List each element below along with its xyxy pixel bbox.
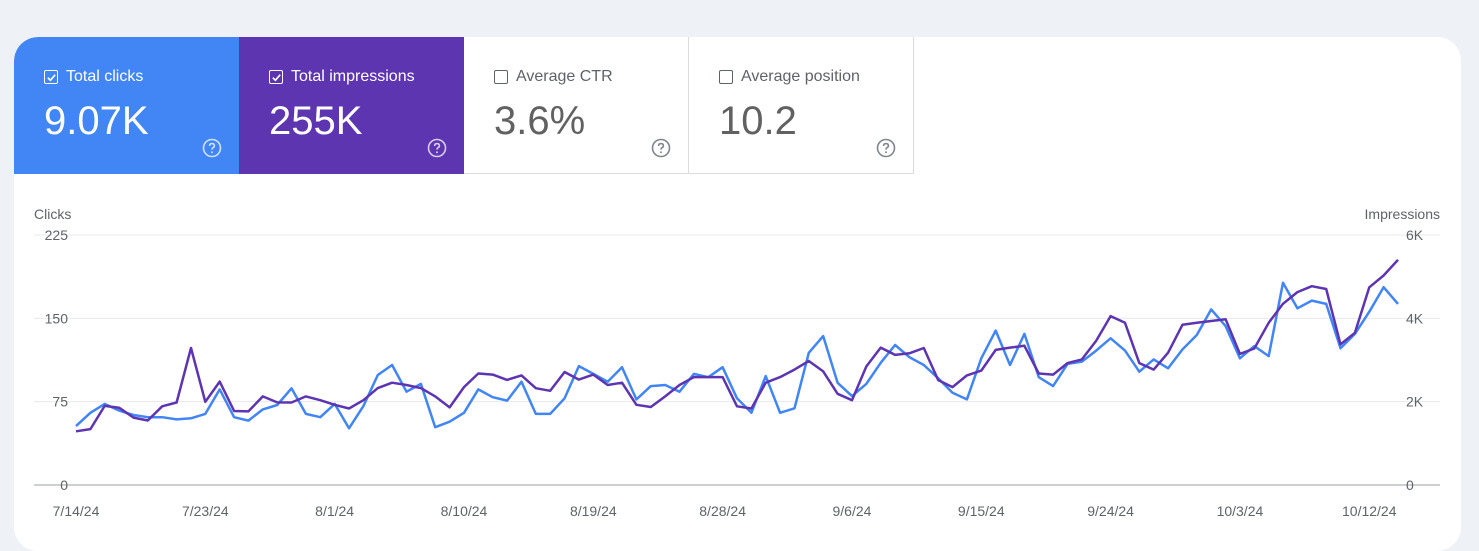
metric-label: Total impressions (291, 68, 415, 85)
help-icon[interactable] (427, 138, 447, 158)
x-tick-label: 8/10/24 (441, 503, 488, 519)
x-tick-label: 9/6/24 (832, 503, 871, 519)
series-line-clicks (75, 281, 1399, 430)
metric-label: Average CTR (516, 68, 613, 85)
metric-label: Total clicks (66, 68, 144, 85)
checkbox-unchecked-icon[interactable] (494, 70, 508, 84)
help-icon[interactable] (202, 138, 222, 158)
metric-total-impressions[interactable]: Total impressions 255K (239, 37, 464, 174)
metric-average-ctr[interactable]: Average CTR 3.6% (464, 37, 689, 174)
metric-value: 10.2 (719, 99, 797, 143)
metric-average-position[interactable]: Average position 10.2 (689, 37, 914, 174)
x-tick-label: 9/24/24 (1087, 503, 1134, 519)
right-tick-label: 2K (1406, 394, 1424, 410)
x-tick-label: 7/14/24 (53, 503, 100, 519)
performance-line-chart: Clicks Impressions 225 6K 150 4K 75 2K 0 0 7/14/… (34, 206, 1440, 519)
axis-ticks: 225 6K 150 4K 75 2K 0 0 7/14/24 7/23/24 8/1/24 8/10… (45, 227, 1424, 519)
performance-card: Total clicks 9.07K Total impressions 255… (14, 37, 1461, 551)
left-tick-label: 0 (60, 477, 68, 493)
series-line-impressions (75, 258, 1399, 433)
checkbox-checked-icon[interactable] (44, 70, 58, 84)
series-lines (75, 258, 1399, 433)
metric-value: 9.07K (44, 99, 149, 143)
help-icon[interactable] (876, 138, 896, 158)
left-tick-label: 75 (52, 394, 68, 410)
left-tick-label: 150 (45, 310, 69, 326)
right-axis-title: Impressions (1365, 206, 1440, 222)
x-tick-label: 10/12/24 (1342, 503, 1397, 519)
x-tick-label: 10/3/24 (1217, 503, 1264, 519)
x-tick-label: 7/23/24 (182, 503, 229, 519)
checkbox-checked-icon[interactable] (269, 70, 283, 84)
left-axis-title: Clicks (34, 206, 71, 222)
left-tick-label: 225 (45, 227, 69, 243)
right-tick-label: 4K (1406, 310, 1424, 326)
x-tick-label: 8/19/24 (570, 503, 617, 519)
x-tick-label: 8/1/24 (315, 503, 354, 519)
x-tick-label: 9/15/24 (958, 503, 1005, 519)
checkbox-unchecked-icon[interactable] (719, 70, 733, 84)
metric-value: 255K (269, 99, 363, 143)
gridlines (34, 234, 1440, 486)
metric-label: Average position (741, 68, 860, 85)
metric-total-clicks[interactable]: Total clicks 9.07K (14, 37, 239, 174)
x-tick-label: 8/28/24 (699, 503, 746, 519)
right-tick-label: 0 (1406, 477, 1414, 493)
help-icon[interactable] (651, 138, 671, 158)
metric-value: 3.6% (494, 99, 586, 143)
right-tick-label: 6K (1406, 227, 1424, 243)
